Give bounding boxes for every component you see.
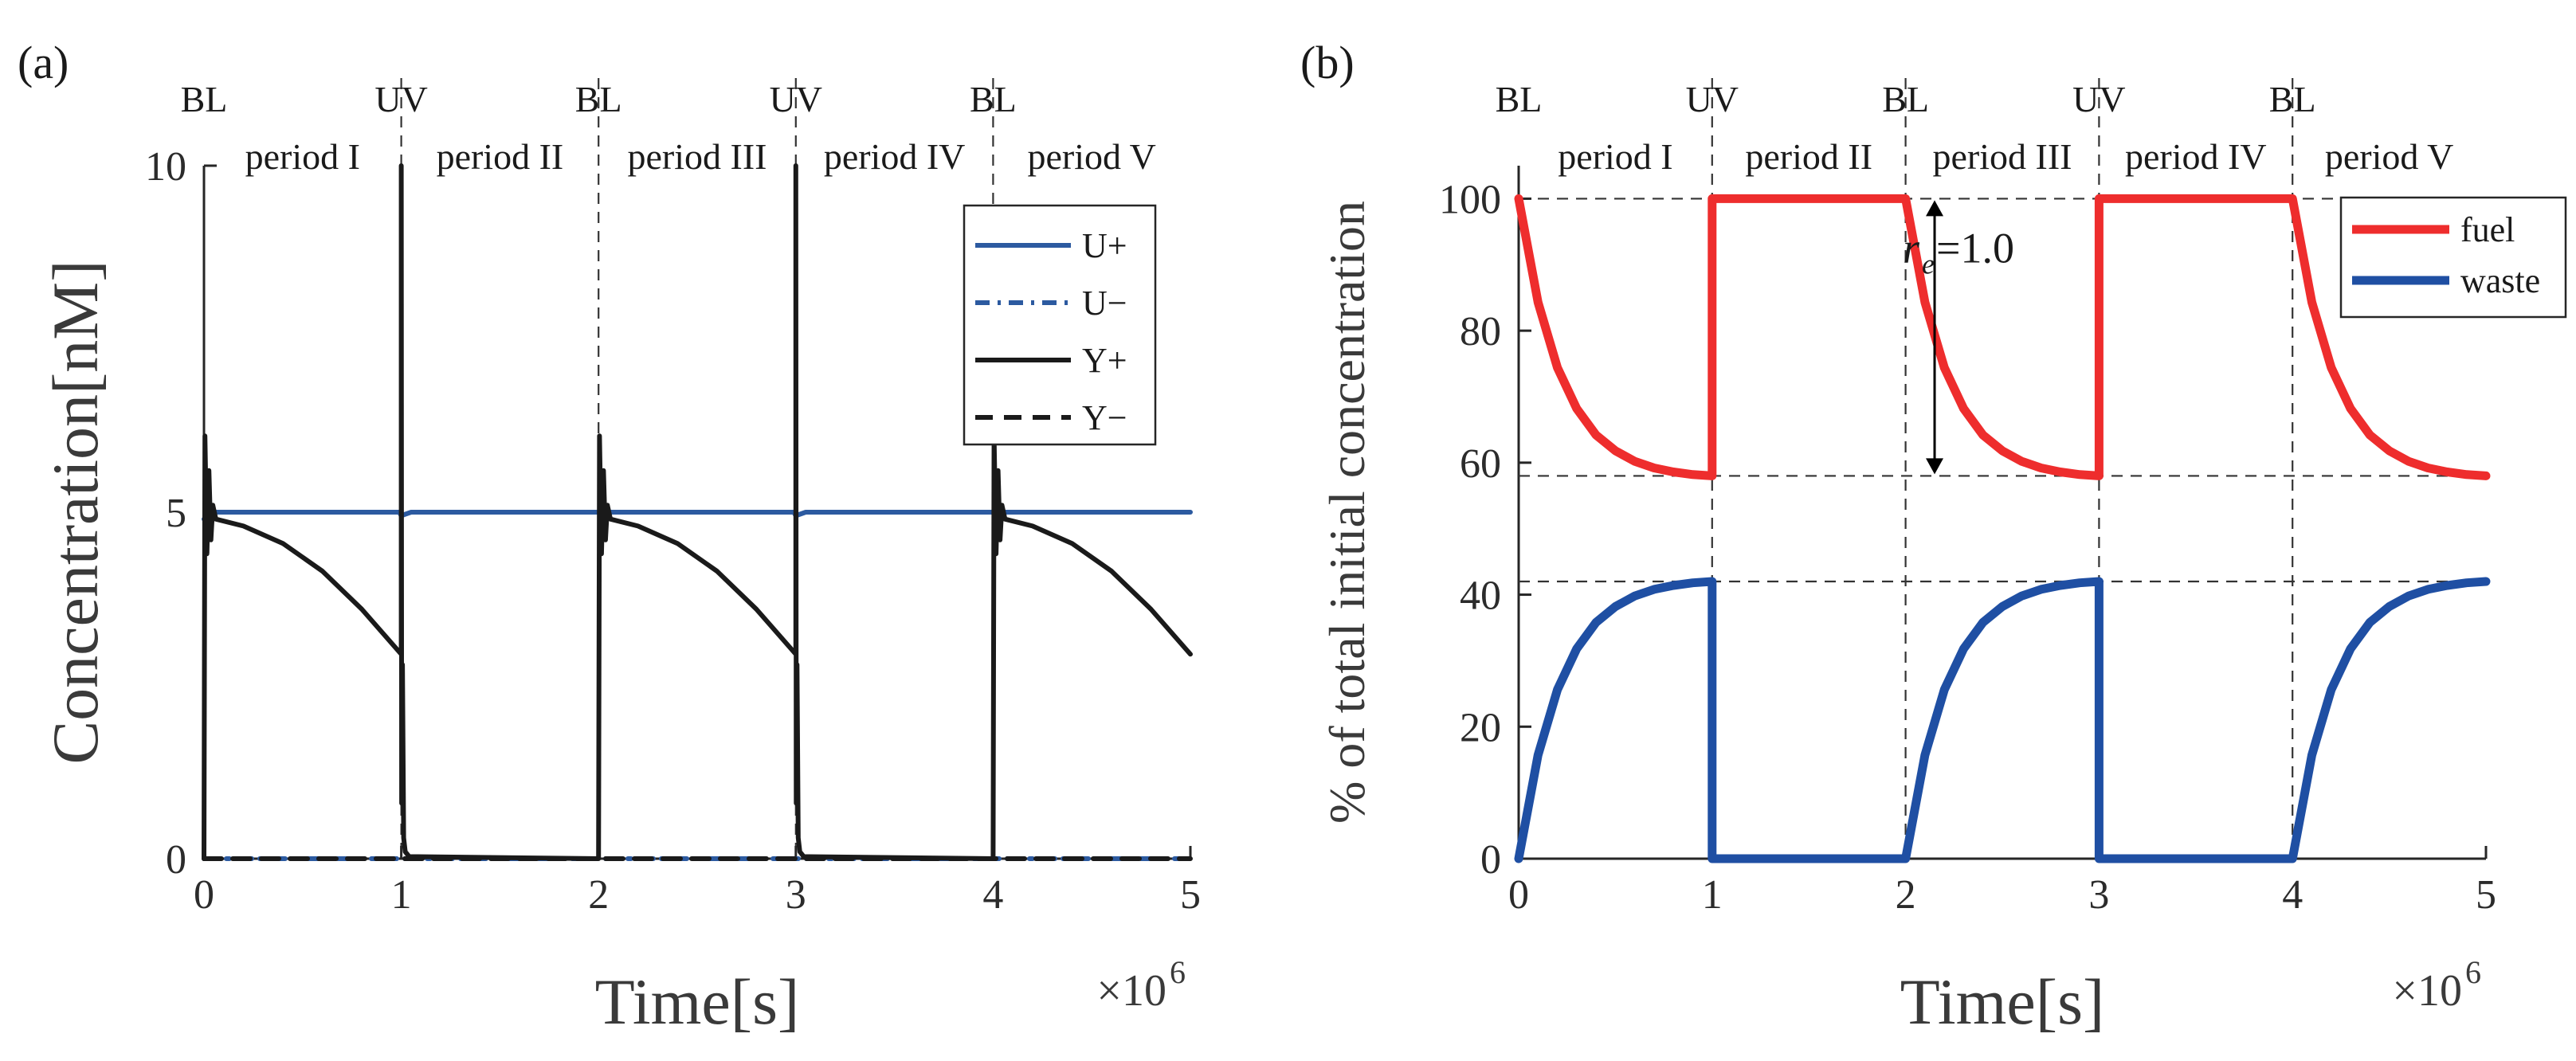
phase-label: BL	[2269, 79, 2316, 119]
annotation-subscript: e	[1922, 248, 1935, 280]
y-tick-label: 5	[166, 491, 186, 536]
x-tick-label: 2	[588, 872, 609, 918]
period-label: period IV	[2125, 136, 2267, 177]
period-label: period V	[1027, 136, 1155, 177]
x-tick-label: 0	[194, 872, 214, 918]
phase-label: BL	[1496, 79, 1543, 119]
x-tick-label: 2	[1896, 872, 1916, 918]
period-label: period II	[1745, 136, 1872, 177]
x-multiplier: ×10	[1096, 966, 1166, 1016]
y-tick-label: 10	[145, 144, 186, 190]
series-line-u-plus	[202, 510, 1193, 522]
x-tick-label: 1	[391, 872, 412, 918]
series-line-waste	[1514, 577, 2491, 863]
period-label: period I	[1558, 136, 1672, 177]
panel-b: (b) 0 1 2 3 4 5 0 20 40 60 80 100 BL UV BL UV BL period I p…	[1300, 37, 2567, 1038]
y-tick-label: 60	[1460, 441, 1501, 487]
legend-label: Y+	[1082, 341, 1127, 380]
y-tick-label: 40	[1460, 574, 1501, 619]
annotation-symbol: r	[1903, 224, 1920, 272]
period-label: period III	[628, 136, 767, 177]
x-multiplier-exponent: 6	[2465, 954, 2481, 990]
y-axis-title: Concentration[nM]	[39, 260, 112, 764]
legend-label: U−	[1082, 284, 1127, 323]
phase-label: UV	[1686, 79, 1739, 119]
period-label: period II	[437, 136, 564, 177]
y-tick-label: 0	[166, 837, 186, 883]
phase-label: UV	[2072, 79, 2125, 119]
series-line-fuel	[1514, 194, 2491, 480]
x-tick-label: 0	[1508, 872, 1529, 918]
legend-label: U+	[1082, 226, 1127, 265]
period-label: period III	[1933, 136, 2072, 177]
x-tick-label: 5	[1180, 872, 1201, 918]
period-label: period IV	[824, 136, 966, 177]
x-tick-label: 4	[982, 872, 1003, 918]
panel-label: (a)	[18, 37, 69, 88]
y-tick-label: 0	[1480, 837, 1501, 883]
annotation-value: =1.0	[1936, 224, 2014, 272]
legend-label: Y−	[1082, 398, 1127, 437]
y-tick-label: 100	[1439, 177, 1501, 222]
x-axis-title: Time[s]	[1900, 965, 2105, 1038]
legend-box	[2339, 196, 2567, 319]
legend-label: fuel	[2460, 210, 2515, 249]
phase-label: UV	[770, 79, 822, 119]
phase-label: BL	[1882, 79, 1929, 119]
annotation-arrow-head-bottom	[1926, 458, 1944, 475]
panel-label: (b)	[1300, 37, 1355, 88]
x-tick-label: 3	[786, 872, 806, 918]
y-tick-label: 80	[1460, 309, 1501, 354]
x-axis-title: Time[s]	[595, 965, 800, 1038]
phase-label: BL	[575, 79, 622, 119]
phase-label: UV	[374, 79, 427, 119]
legend-label: waste	[2460, 261, 2540, 300]
period-label: period V	[2325, 136, 2453, 177]
phase-label: BL	[970, 79, 1017, 119]
x-tick-label: 5	[2476, 872, 2496, 918]
x-multiplier: ×10	[2392, 966, 2462, 1016]
annotation-arrow-head-top	[1926, 200, 1944, 217]
x-tick-label: 1	[1702, 872, 1723, 918]
phase-label: BL	[181, 79, 228, 119]
panel-a: (a) 0 1 2 3 4 5 0 5 10 BL UV BL UV BL period I period II…	[18, 37, 1201, 1038]
y-tick-label: 20	[1460, 705, 1501, 750]
x-tick-label: 3	[2088, 872, 2109, 918]
period-label: period I	[245, 136, 360, 177]
x-multiplier-exponent: 6	[1170, 954, 1186, 990]
x-tick-label: 4	[2282, 872, 2303, 918]
series-line-y-plus	[202, 163, 1193, 861]
y-axis-title: % of total initial concentration	[1319, 201, 1375, 824]
